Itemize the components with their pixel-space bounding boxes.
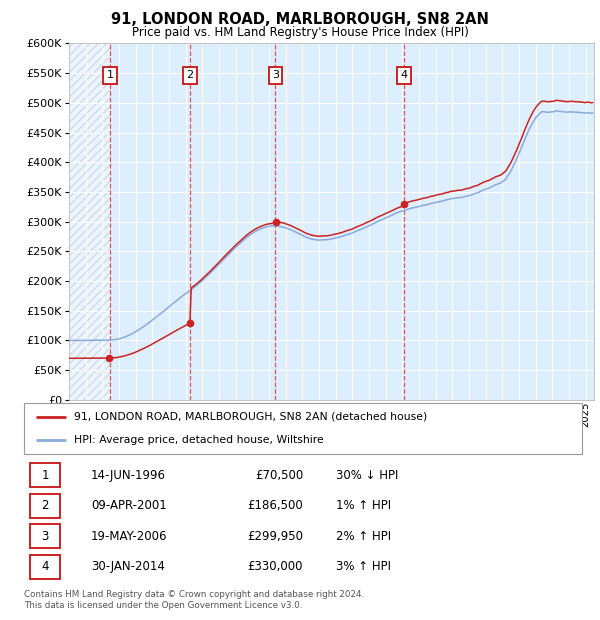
Text: 4: 4 (400, 71, 407, 81)
Text: 1% ↑ HPI: 1% ↑ HPI (337, 499, 392, 512)
Text: HPI: Average price, detached house, Wiltshire: HPI: Average price, detached house, Wilt… (74, 435, 324, 445)
Text: 3: 3 (272, 71, 279, 81)
Text: 2: 2 (41, 499, 49, 512)
Text: 19-MAY-2006: 19-MAY-2006 (91, 530, 167, 543)
Text: 3% ↑ HPI: 3% ↑ HPI (337, 560, 391, 574)
Bar (69, 43, 110, 400)
Text: 2: 2 (187, 71, 194, 81)
Text: 2% ↑ HPI: 2% ↑ HPI (337, 530, 392, 543)
Text: Price paid vs. HM Land Registry's House Price Index (HPI): Price paid vs. HM Land Registry's House … (131, 26, 469, 39)
FancyBboxPatch shape (29, 494, 60, 518)
Text: 14-JUN-1996: 14-JUN-1996 (91, 469, 166, 482)
Text: £70,500: £70,500 (255, 469, 303, 482)
Text: 30% ↓ HPI: 30% ↓ HPI (337, 469, 399, 482)
Text: Contains HM Land Registry data © Crown copyright and database right 2024.
This d: Contains HM Land Registry data © Crown c… (24, 590, 364, 609)
Text: £299,950: £299,950 (247, 530, 303, 543)
Text: 1: 1 (106, 71, 113, 81)
Text: 3: 3 (41, 530, 49, 543)
Text: 09-APR-2001: 09-APR-2001 (91, 499, 167, 512)
Text: £330,000: £330,000 (248, 560, 303, 574)
Text: 30-JAN-2014: 30-JAN-2014 (91, 560, 165, 574)
FancyBboxPatch shape (29, 525, 60, 549)
FancyBboxPatch shape (24, 403, 582, 454)
Text: 91, LONDON ROAD, MARLBOROUGH, SN8 2AN (detached house): 91, LONDON ROAD, MARLBOROUGH, SN8 2AN (d… (74, 412, 427, 422)
FancyBboxPatch shape (29, 463, 60, 487)
Text: 1: 1 (41, 469, 49, 482)
Text: 91, LONDON ROAD, MARLBOROUGH, SN8 2AN: 91, LONDON ROAD, MARLBOROUGH, SN8 2AN (111, 12, 489, 27)
Text: 4: 4 (41, 560, 49, 574)
Text: £186,500: £186,500 (247, 499, 303, 512)
FancyBboxPatch shape (29, 555, 60, 579)
